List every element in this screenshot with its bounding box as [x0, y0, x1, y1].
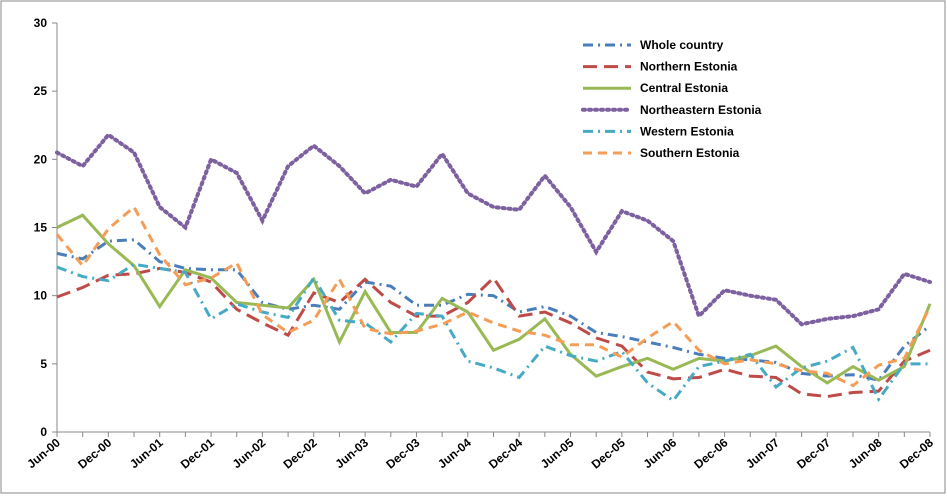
y-tick-label: 10 [34, 289, 48, 303]
legend-label: Whole country [640, 38, 724, 52]
legend-label: Central Estonia [640, 81, 728, 95]
legend-label: Southern Estonia [640, 146, 740, 160]
y-tick-label: 25 [34, 84, 48, 98]
series-line [56, 213, 932, 385]
y-tick-label: 15 [34, 221, 48, 235]
y-tick-label: 20 [34, 152, 48, 166]
legend-label: Western Estonia [640, 124, 734, 138]
legend-label: Northeastern Estonia [640, 103, 762, 117]
y-tick-label: 30 [34, 16, 48, 30]
y-tick-label: 5 [40, 357, 47, 371]
y-tick-label: 0 [40, 425, 47, 439]
series-line [55, 204, 932, 388]
legend-label: Northern Estonia [640, 60, 738, 74]
series-line [55, 132, 932, 327]
